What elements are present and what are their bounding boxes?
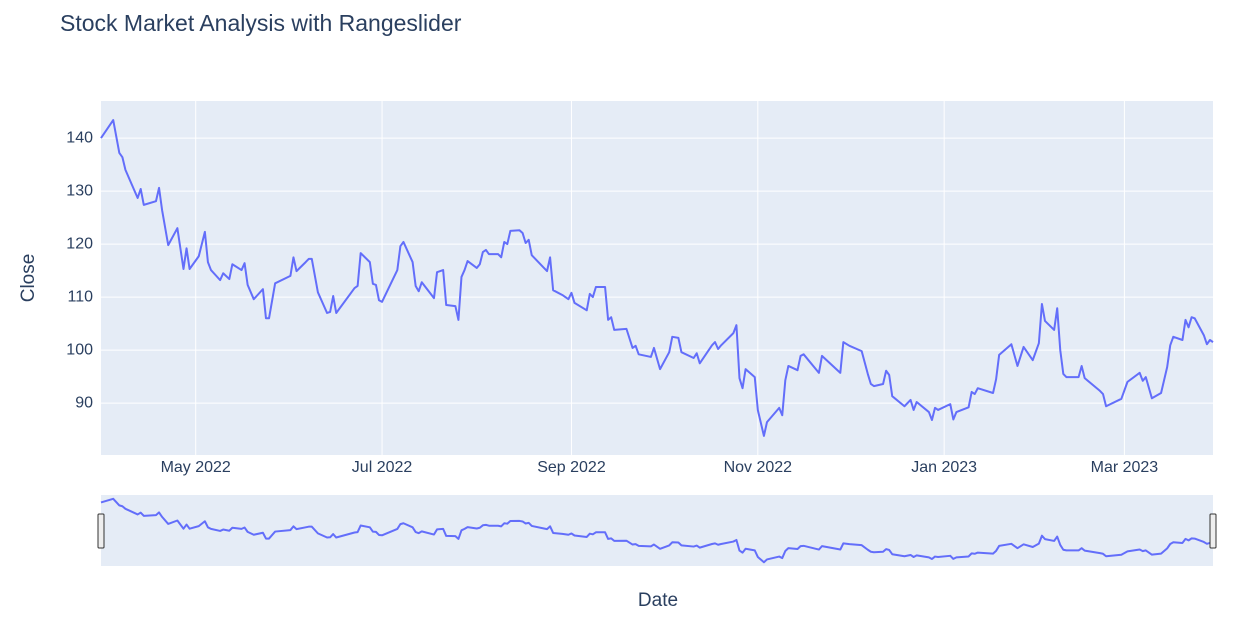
rangeslider-background (101, 495, 1213, 566)
y-tick-label: 100 (66, 341, 93, 358)
y-axis-title: Close (18, 254, 39, 303)
y-tick-label: 130 (66, 182, 93, 199)
plot-background (101, 101, 1213, 455)
x-axis-title: Date (638, 590, 678, 611)
y-tick-label: 120 (66, 235, 93, 252)
x-tick-label: Mar 2023 (1091, 459, 1159, 476)
series-line (100, 119, 1214, 437)
x-tick-label: Jan 2023 (911, 459, 977, 476)
y-tick-label: 110 (67, 288, 93, 305)
x-tick-label: Nov 2022 (724, 459, 793, 476)
chart-title: Stock Market Analysis with Rangeslider (60, 10, 462, 36)
x-tick-label: Jul 2022 (352, 459, 413, 476)
rangeslider-line (100, 497, 1214, 564)
rangeslider-handle[interactable] (97, 513, 105, 549)
y-tick-label: 90 (75, 394, 93, 411)
x-tick-label: Sep 2022 (537, 459, 606, 476)
y-tick-label: 140 (66, 129, 93, 146)
rangeslider-handle[interactable] (1209, 513, 1217, 549)
x-tick-label: May 2022 (161, 459, 231, 476)
